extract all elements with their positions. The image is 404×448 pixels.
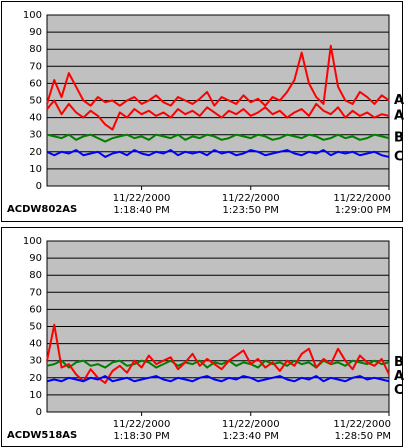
y-tick-label: 70 [29,61,42,72]
y-tick-label: 90 [29,253,42,264]
chart-title: ACDW518AS [7,430,77,441]
series-line [46,323,390,384]
legend-label: A1 [394,93,404,108]
y-tick-label: 0 [36,407,42,418]
y-tick-label: 20 [29,373,42,384]
legend-label: C [394,149,404,164]
y-tick-label: 60 [29,304,42,315]
y-tick-label: 40 [29,113,42,124]
x-tick-label: 11/22/2000 1:18:40 PM [112,193,171,216]
y-tick-label: 80 [29,270,42,281]
x-tick-label: 11/22/2000 1:23:50 PM [221,193,280,216]
legend-label: A [394,369,404,384]
plot-border [46,240,390,413]
chart-title: ACDW802AS [7,204,77,215]
y-tick-label: 10 [29,390,42,401]
y-tick-label: 60 [29,78,42,89]
y-tick-label: 0 [36,181,42,192]
legend-label: B [394,355,404,370]
series-line [46,44,390,107]
x-tick-label: 11/22/2000 1:18:30 PM [112,419,171,442]
y-tick-label: 80 [29,44,42,55]
y-tick-label: 100 [23,10,42,21]
y-tick-label: 100 [23,236,42,247]
series-line [46,149,390,158]
y-tick-label: 90 [29,27,42,38]
y-tick-label: 10 [29,164,42,175]
y-tick-label: 70 [29,287,42,298]
y-tick-label: 30 [29,356,42,367]
legend-label: A [394,108,404,123]
y-tick-label: 20 [29,147,42,158]
x-tick-label: 11/22/2000 1:29:00 PM [333,193,391,216]
series-line [46,99,390,131]
legend-label: B [394,131,404,146]
y-tick-label: 40 [29,339,42,350]
y-tick-label: 30 [29,130,42,141]
y-tick-label: 50 [29,96,42,107]
legend-label: C [394,383,404,398]
x-tick-label: 11/22/2000 1:28:50 PM [333,419,391,442]
x-tick-label: 11/22/2000 1:23:40 PM [221,419,280,442]
y-tick-label: 50 [29,322,42,333]
series-line [46,133,390,143]
series-line [46,375,390,383]
